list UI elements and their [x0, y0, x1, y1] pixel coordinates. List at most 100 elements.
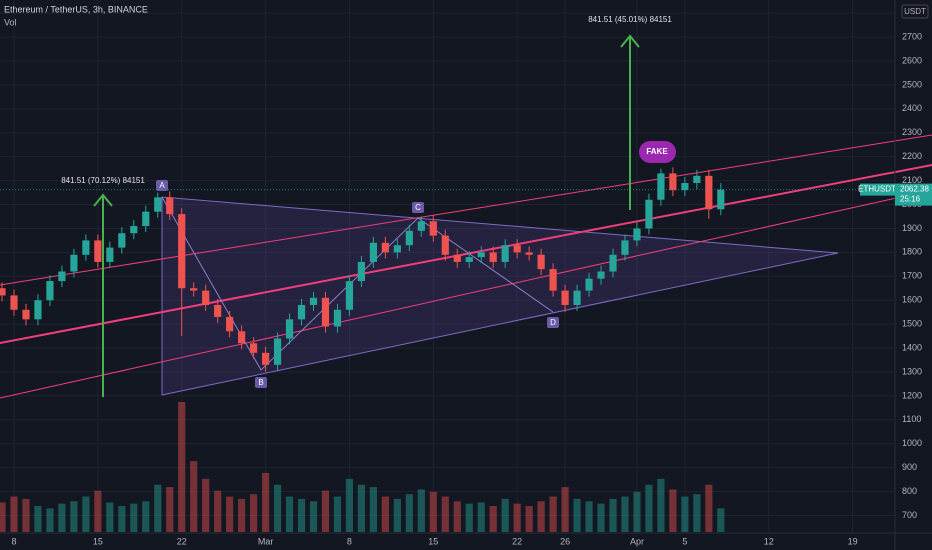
volume-bar — [285, 496, 294, 532]
volume-bar — [118, 506, 126, 532]
fake-label: FAKE — [646, 147, 668, 156]
volume-bar — [573, 498, 581, 532]
y-tick-label: 800 — [902, 486, 917, 496]
volume-bar — [645, 484, 653, 532]
candle-body — [369, 242, 377, 262]
y-tick-label: 2600 — [902, 55, 922, 65]
volume-bar — [621, 496, 629, 532]
x-tick-label: 12 — [764, 536, 774, 546]
candle-body — [393, 245, 401, 253]
volume-bar — [166, 487, 174, 532]
candle-body — [633, 228, 641, 241]
x-tick-label: Mar — [258, 536, 274, 546]
candle-body — [273, 338, 282, 365]
y-tick-label: 1900 — [902, 223, 922, 233]
candle-body — [597, 271, 605, 279]
candle-body — [621, 240, 629, 255]
volume-bar — [226, 496, 234, 532]
candle-body — [178, 214, 186, 289]
candle-body — [297, 304, 306, 320]
candle-body — [333, 309, 342, 327]
y-tick-label: 1200 — [902, 390, 922, 400]
volume-bar — [717, 508, 725, 532]
candle-body — [549, 269, 557, 291]
x-tick-label: 8 — [347, 536, 352, 546]
x-tick-label: 15 — [93, 536, 103, 546]
y-tick-label: 2500 — [902, 79, 922, 89]
volume-bar — [333, 496, 342, 532]
candle-body — [0, 288, 6, 296]
volume-bar — [261, 472, 270, 532]
candle-body — [10, 295, 18, 310]
candle-body — [285, 319, 294, 339]
volume-bar — [537, 501, 545, 532]
channel-top — [0, 134, 932, 286]
candle-body — [657, 173, 665, 200]
candle-body — [441, 235, 449, 255]
y-tick-label: 1100 — [902, 414, 921, 424]
volume-bar — [357, 484, 366, 532]
candle-body — [381, 242, 389, 253]
candle-body — [118, 233, 126, 248]
price-box — [895, 183, 932, 206]
volume-label: Vol — [4, 17, 17, 27]
candle-body — [465, 257, 473, 262]
volume-bar — [34, 506, 42, 532]
candle-body — [261, 352, 270, 365]
volume-bar — [250, 494, 258, 532]
candle-body — [417, 221, 425, 231]
x-tick-label: 22 — [512, 536, 522, 546]
symbol-box — [860, 183, 895, 196]
candle-body — [693, 175, 701, 183]
volume-bar — [142, 501, 150, 532]
candle-body — [94, 240, 102, 262]
candle-body — [166, 197, 174, 215]
volume-bar — [441, 496, 449, 532]
volume-bar — [345, 478, 354, 532]
volume-bar — [501, 498, 509, 532]
volume-pane — [0, 402, 725, 532]
volume-bar — [513, 503, 521, 532]
volume-bar — [82, 496, 90, 532]
candle-body — [46, 281, 54, 301]
volume-bar — [477, 502, 485, 532]
volume-bar — [681, 496, 689, 532]
volume-bar — [0, 502, 6, 532]
volume-bar — [58, 503, 66, 532]
candle-body — [405, 230, 413, 246]
candle-body — [513, 245, 521, 253]
x-tick-label: 5 — [682, 536, 687, 546]
volume-bar — [405, 494, 413, 532]
volume-bar — [22, 498, 30, 532]
y-tick-label: 2400 — [902, 103, 922, 113]
x-tick-label: Apr — [630, 536, 644, 546]
y-tick-label: 900 — [902, 462, 917, 472]
candle-body — [82, 240, 90, 255]
volume-bar — [489, 506, 497, 532]
volume-bar — [214, 490, 222, 532]
y-tick-label: 1600 — [902, 295, 922, 305]
candle-body — [202, 290, 210, 305]
candles — [0, 167, 725, 372]
point-label: C — [415, 203, 421, 212]
candle-body — [717, 189, 725, 210]
candle-body — [190, 288, 198, 291]
volume-bar — [309, 501, 318, 532]
candle-body — [34, 300, 42, 320]
point-label: D — [550, 318, 556, 327]
candle-body — [429, 221, 437, 236]
y-tick-label: 700 — [902, 510, 917, 520]
currency: USDT — [904, 7, 926, 16]
volume-bar — [154, 484, 162, 532]
triangle — [161, 196, 839, 396]
point-box — [156, 180, 168, 191]
volume-bar — [94, 490, 102, 532]
candle-body — [681, 182, 689, 191]
arrow-right-head — [620, 34, 640, 48]
volume-bar — [525, 506, 533, 532]
candle-body — [214, 304, 222, 317]
volume-bar — [561, 487, 569, 532]
channel-bottom — [0, 189, 932, 399]
y-tick-label: 1700 — [902, 271, 922, 281]
candle-body — [22, 309, 30, 320]
